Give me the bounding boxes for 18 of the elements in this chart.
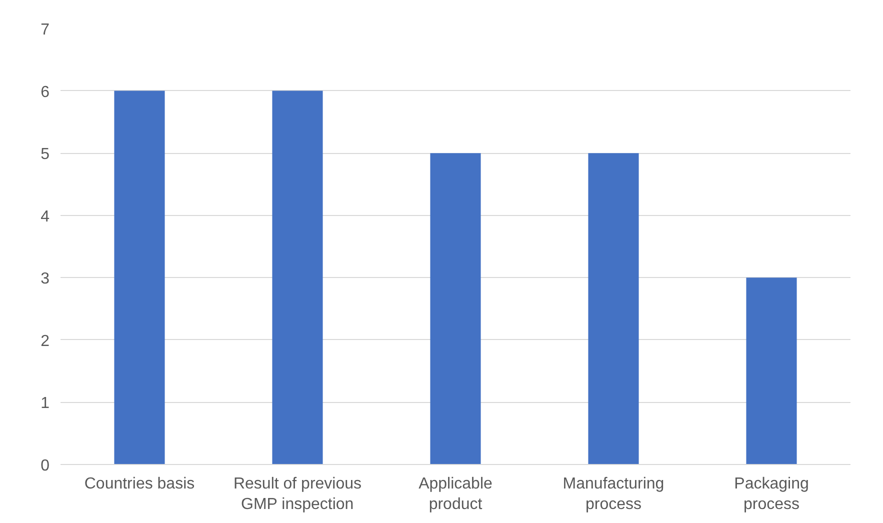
x-tick-label: Packaging process <box>734 476 809 513</box>
y-tick-label: 5 <box>40 146 50 164</box>
x-tick-label: Countries basis <box>84 476 195 492</box>
y-tick-label: 4 <box>40 208 50 226</box>
x-tick-label: Manufacturing process <box>562 476 664 513</box>
y-tick-label: 1 <box>40 395 50 412</box>
bar <box>114 90 165 464</box>
y-tick-label: 3 <box>40 270 50 288</box>
bar <box>588 153 639 464</box>
y-tick-label: 6 <box>40 84 50 101</box>
y-tick-label: 2 <box>40 332 50 350</box>
y-tick-label: 7 <box>40 22 50 38</box>
bar <box>272 90 323 464</box>
y-tick-label: 0 <box>40 458 50 474</box>
x-tick-label: Applicable product <box>418 476 493 513</box>
x-tick-label: Result of previous GMP inspection <box>233 476 362 513</box>
bar <box>746 278 797 464</box>
bar <box>430 153 481 464</box>
